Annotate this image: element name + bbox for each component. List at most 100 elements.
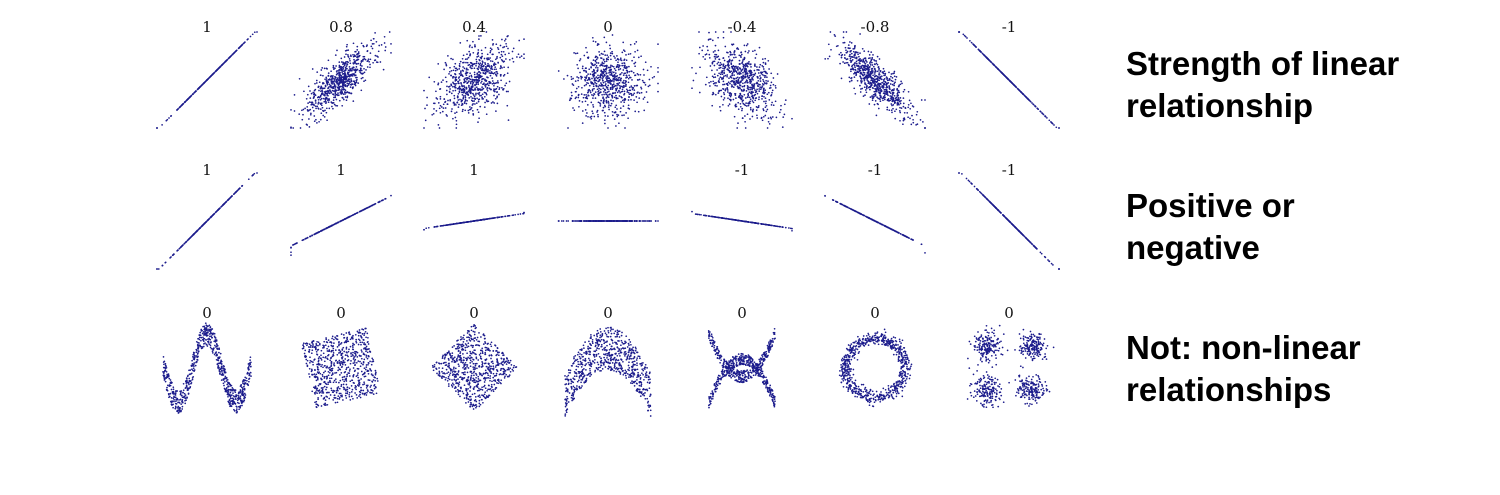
scatter-point	[310, 112, 312, 115]
scatter-point	[469, 66, 472, 68]
scatter-point	[493, 88, 495, 90]
scatter-point	[872, 65, 875, 68]
scatter-point	[759, 83, 761, 86]
scatter-point	[210, 74, 213, 77]
scatter-point	[477, 81, 479, 84]
scatter-point	[733, 56, 735, 59]
scatter-point	[329, 75, 332, 78]
scatter-point	[493, 68, 496, 71]
scatter-point	[366, 50, 369, 53]
scatter-point	[339, 91, 342, 94]
scatter-point	[840, 54, 843, 57]
scatter-point	[627, 91, 630, 94]
scatter-point	[864, 94, 866, 96]
scatter-point	[188, 96, 191, 99]
scatter-point	[637, 56, 640, 59]
scatter-point	[443, 98, 446, 100]
scatter-point	[903, 88, 906, 91]
scatter-point	[762, 61, 765, 64]
scatter-point	[485, 93, 488, 96]
scatter-point	[512, 60, 515, 63]
scatter-point	[727, 60, 730, 63]
scatter-point	[840, 51, 842, 54]
scatter-point	[447, 86, 450, 88]
scatter-point	[886, 91, 889, 94]
scatter-point	[600, 52, 603, 55]
scatter-point	[466, 61, 469, 64]
scatter-point	[892, 72, 894, 75]
scatter-point	[569, 98, 571, 101]
scatter-point	[654, 220, 657, 222]
scatter-point	[607, 115, 609, 117]
scatter-point	[742, 58, 745, 61]
scatter-point	[864, 83, 866, 85]
scatter-point	[624, 82, 627, 84]
scatter-point	[907, 116, 909, 119]
scatter-point	[625, 80, 627, 83]
scatter-point	[347, 216, 350, 218]
scatter-point	[602, 53, 604, 56]
scatter-point	[475, 102, 478, 104]
scatter-point	[557, 70, 560, 72]
scatter-point	[847, 44, 850, 46]
scatter-point	[738, 63, 741, 65]
scatter-point	[849, 41, 851, 43]
scatter-point	[463, 67, 466, 70]
scatter-point	[491, 82, 494, 85]
scatter-point	[855, 74, 857, 77]
scatter-point	[290, 246, 292, 249]
scatter-point	[608, 90, 610, 93]
scatter-point	[746, 72, 749, 75]
scatter-point	[423, 127, 425, 129]
scatter-point	[290, 251, 292, 254]
scatter-point	[619, 110, 622, 113]
scatter-point	[739, 93, 742, 96]
scatter-point	[598, 54, 601, 56]
scatter-point	[161, 264, 164, 267]
scatter-point	[845, 51, 848, 54]
scatter-point	[708, 81, 710, 84]
scatter-point	[717, 36, 719, 39]
scatter-point	[517, 53, 520, 56]
scatter-point	[749, 63, 752, 65]
scatter-point	[605, 60, 608, 62]
scatter-point	[730, 31, 732, 33]
scatter-point	[734, 70, 737, 72]
scatter-point	[315, 107, 317, 110]
scatter-point	[602, 109, 604, 112]
scatter-point	[343, 81, 346, 83]
scatter-point	[986, 57, 989, 60]
scatter-point	[501, 215, 503, 218]
scatter-point	[324, 91, 327, 94]
scatter-point	[749, 100, 751, 103]
scatter-point	[459, 42, 462, 44]
scatter-point	[873, 93, 876, 96]
scatter-point	[325, 111, 328, 114]
scatter-point	[342, 70, 345, 73]
scatter-point	[468, 89, 471, 91]
scatter-point	[621, 114, 623, 117]
scatter-point	[464, 98, 467, 101]
scatter-point	[596, 70, 599, 73]
scatter-point	[899, 97, 902, 99]
scatter-point	[595, 79, 598, 82]
scatter-point	[723, 75, 725, 78]
scatter-point	[724, 74, 727, 77]
scatter-point	[844, 46, 847, 49]
scatter-point	[735, 56, 737, 59]
scatter-point	[609, 80, 612, 83]
scatter-point	[893, 88, 895, 90]
scatter-point	[719, 76, 722, 79]
scatter-point	[639, 73, 642, 76]
scatter-point	[597, 113, 599, 116]
scatter-point	[485, 31, 488, 33]
scatter-point	[346, 95, 349, 98]
scatter-point	[476, 87, 479, 90]
scatter-point	[602, 106, 605, 109]
scatter-point	[573, 109, 576, 112]
scatter-point	[772, 77, 775, 79]
scatter-point	[605, 97, 608, 99]
scatter-point	[494, 58, 497, 61]
scatter-point	[873, 73, 876, 75]
scatter-point	[621, 62, 624, 65]
